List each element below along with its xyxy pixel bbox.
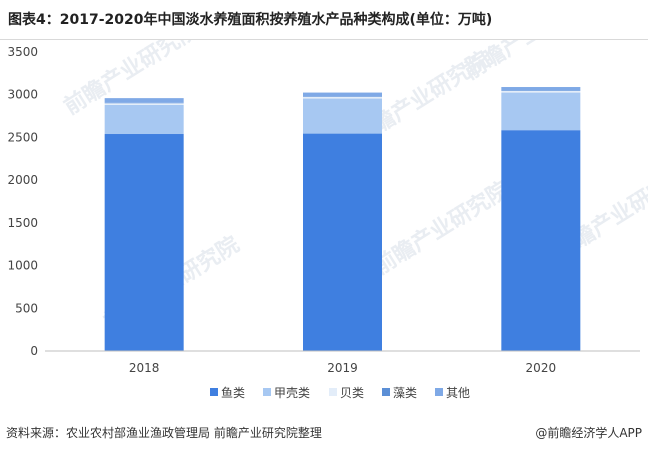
- legend-swatch: [435, 388, 443, 396]
- stacked-bar-chart: 前瞻产业研究院前瞻产业研究院前瞻产业研究院前瞻产业研究院前瞻产业研究院前瞻产业研…: [7, 40, 648, 400]
- bar-segment: [501, 130, 581, 351]
- x-tick-label: 2020: [526, 361, 557, 375]
- watermark-text: 前瞻产业研究院: [369, 176, 513, 280]
- y-tick-label: 2000: [7, 173, 38, 187]
- legend-swatch: [210, 388, 218, 396]
- legend-label: 藻类: [393, 386, 417, 400]
- legend-swatch: [329, 388, 337, 396]
- bar-segment: [303, 96, 382, 99]
- bars: [104, 87, 581, 351]
- legend-label: 贝类: [340, 386, 364, 400]
- brand-label: @前瞻经济学人APP: [535, 426, 642, 440]
- y-tick-label: 1500: [7, 216, 38, 230]
- y-tick-label: 1000: [7, 259, 38, 273]
- watermark-text: 前瞻产业研究院: [459, 40, 603, 85]
- y-tick-label: 3000: [7, 88, 38, 102]
- bar-segment: [303, 98, 382, 134]
- y-tick-label: 500: [15, 301, 38, 315]
- bar-segment: [104, 98, 184, 103]
- legend-swatch: [263, 388, 271, 396]
- bar-segment: [303, 92, 382, 97]
- legend: 鱼类 甲壳类 贝类 藻类 其他: [210, 386, 470, 400]
- source-bar: 资料来源：农业农村部渔业渔政管理局 前瞻产业研究院整理 @前瞻经济学人APP: [0, 418, 648, 450]
- bar-segment: [104, 103, 184, 105]
- legend-label: 甲壳类: [274, 386, 310, 400]
- bar-segment: [104, 104, 184, 135]
- title-bar: 图表4：2017-2020年中国淡水养殖面积按养殖水产品种类构成(单位：万吨): [0, 0, 648, 40]
- bar-segment: [501, 87, 581, 91]
- legend-label: 其他: [446, 386, 470, 400]
- chart-title: 图表4：2017-2020年中国淡水养殖面积按养殖水产品种类构成(单位：万吨): [8, 12, 493, 28]
- bar-segment: [104, 134, 184, 351]
- x-tick-label: 2019: [327, 361, 358, 375]
- legend-label: 鱼类: [221, 386, 245, 400]
- x-axis: 2018 2019 2020: [45, 350, 640, 375]
- bar-segment: [501, 90, 581, 93]
- bar-segment: [303, 133, 382, 351]
- x-tick-label: 2018: [129, 361, 160, 375]
- y-tick-label: 3500: [7, 45, 38, 59]
- bar-segment: [501, 92, 581, 131]
- y-axis: 0 500 1000 1500 2000 2500 3000 3500: [7, 45, 38, 358]
- y-tick-label: 0: [30, 344, 38, 358]
- legend-swatch: [382, 388, 390, 396]
- y-tick-label: 2500: [7, 130, 38, 144]
- source-note: 资料来源：农业农村部渔业渔政管理局 前瞻产业研究院整理: [6, 426, 322, 440]
